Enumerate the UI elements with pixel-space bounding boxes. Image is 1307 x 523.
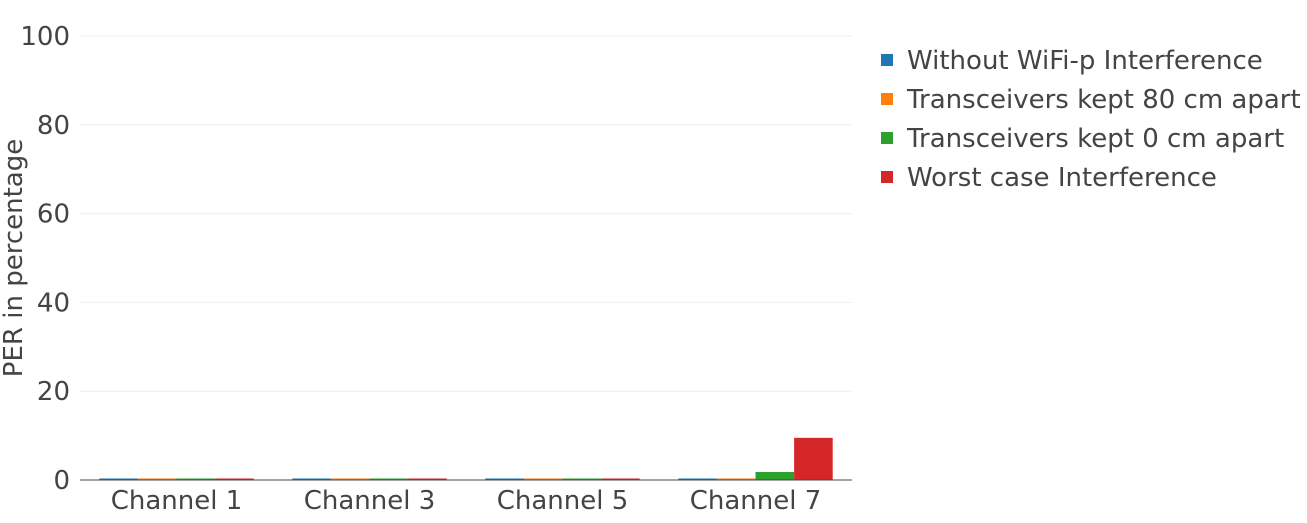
- bar: [215, 478, 254, 480]
- bar: [176, 478, 216, 480]
- bar: [794, 437, 833, 480]
- legend-swatch: [881, 132, 893, 144]
- x-tick-label: Channel 3: [304, 486, 436, 516]
- x-tick-label: Channel 5: [497, 486, 629, 516]
- bar: [562, 478, 602, 480]
- bar: [485, 478, 524, 480]
- legend-swatch: [881, 171, 893, 183]
- legend-label: Without WiFi-p Interference: [907, 46, 1263, 76]
- legend-swatch: [881, 93, 893, 105]
- bars: [99, 437, 833, 480]
- bar: [716, 478, 756, 480]
- gridlines: [80, 35, 852, 392]
- bar: [330, 478, 370, 480]
- legend-label: Worst case Interference: [907, 163, 1217, 193]
- y-axis-title: PER in percentage: [0, 139, 29, 377]
- legend-label: Transceivers kept 0 cm apart: [906, 124, 1284, 154]
- x-tick-label: Channel 7: [690, 486, 822, 516]
- x-tick-labels: Channel 1 Channel 3 Channel 5 Channel 7: [111, 486, 822, 516]
- y-tick-labels: 0 20 40 60 80 100: [20, 22, 70, 496]
- bar: [408, 478, 447, 480]
- legend: Without WiFi-p Interference Transceivers …: [881, 46, 1301, 193]
- y-tick-label: 20: [37, 377, 70, 407]
- bar: [601, 478, 640, 480]
- bar: [137, 478, 177, 480]
- bar: [292, 478, 331, 480]
- bar: [678, 478, 717, 480]
- legend-label: Transceivers kept 80 cm apart: [906, 85, 1301, 115]
- y-tick-label: 60: [37, 200, 70, 230]
- x-tick-label: Channel 1: [111, 486, 243, 516]
- y-tick-label: 0: [53, 466, 70, 496]
- bar: [523, 478, 563, 480]
- y-tick-label: 40: [37, 288, 70, 318]
- bar: [369, 478, 409, 480]
- bar: [755, 472, 795, 480]
- legend-swatch: [881, 54, 893, 66]
- y-tick-label: 80: [37, 111, 70, 141]
- bar: [99, 478, 138, 480]
- y-tick-label: 100: [20, 22, 70, 52]
